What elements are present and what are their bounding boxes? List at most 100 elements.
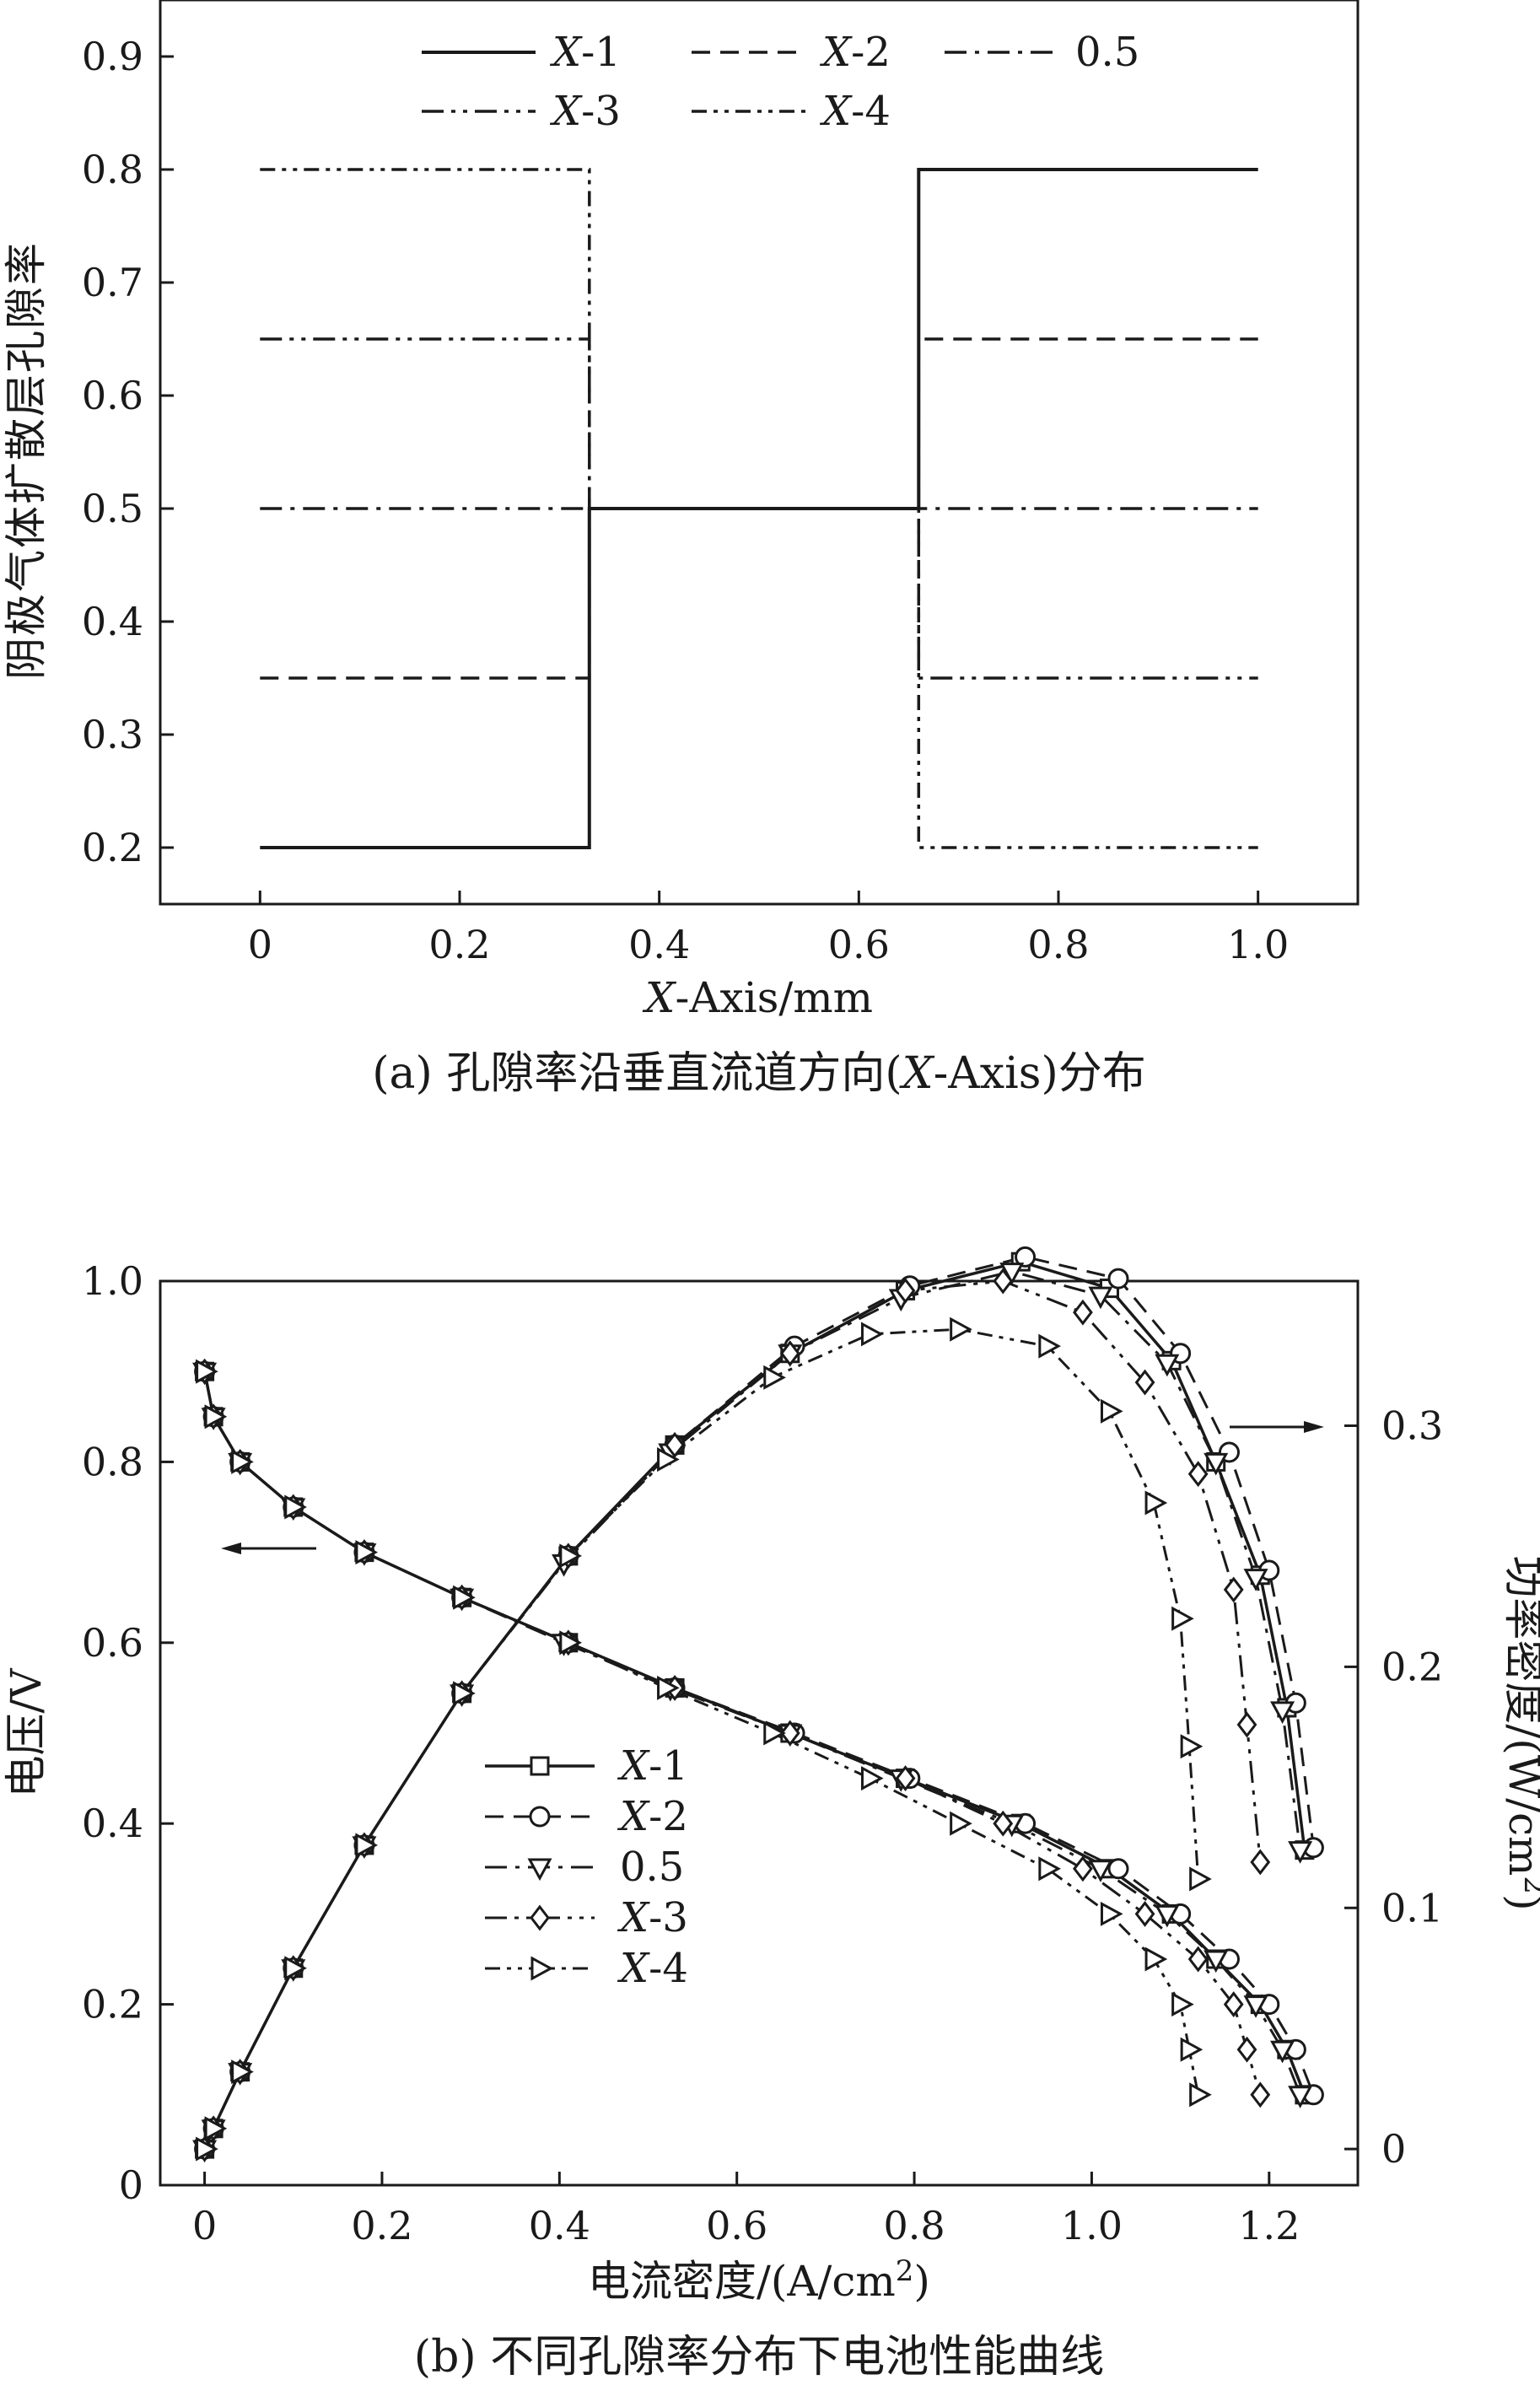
panel-b-voltage-point [1270, 2040, 1295, 2064]
panel-a-y-axis-label: 阴极气体扩散层孔隙率 [2, 241, 51, 680]
panel-a-legend-label: X-2 [819, 29, 891, 76]
panel-a-x-axis-label: X-Axis/mm [642, 973, 873, 1022]
panel-b-x-axis-label: 电流密度/(A/cm2) [588, 2254, 930, 2306]
panel-b-power-point [231, 2059, 254, 2085]
panel-b-power-point [559, 1543, 582, 1569]
panel-b-voltage-point [196, 1359, 218, 1384]
panel-a-x-tick-label: 0.6 [828, 922, 890, 967]
panel-b-y2-tick-label: 0 [1381, 2126, 1406, 2172]
panel-b-power-point [1134, 1369, 1155, 1396]
panel-b-power-point [993, 1268, 1014, 1295]
panel-b-y-tick-label: 1.0 [82, 1258, 143, 1304]
panel-b-power-point [284, 1956, 307, 1981]
panel-b-power-point [1236, 1711, 1257, 1738]
panel-b-y2-axis-label: 功率密度/(W/cm2) [1500, 1555, 1540, 1910]
panel-b-legend-marker [530, 1904, 550, 1931]
panel-a-y-tick-label: 0.2 [82, 825, 143, 870]
panel-b-voltage-point [1155, 1904, 1180, 1928]
panel-b-legend: X-1X-20.5X-3X-4 [485, 1742, 688, 1992]
right-arrow-icon [1230, 1421, 1324, 1433]
panel-a-legend-label: X-4 [819, 88, 891, 135]
panel-b-y2-tick-label: 0.3 [1381, 1403, 1443, 1449]
panel-a-y-tick-label: 0.6 [82, 373, 143, 418]
panel-b-x-tick-label: 0.2 [351, 2203, 412, 2248]
panel-b-power-point [779, 1340, 800, 1367]
panel-a-legend: X-1 X-2 0.5 X-3 X-4 [422, 29, 1139, 135]
panel-b-x-tick-label: 1.2 [1238, 2203, 1300, 2248]
panel-a-caption: (a) 孔隙率沿垂直流道方向(X-Axis)分布 [372, 1048, 1146, 1099]
panel-b-voltage-point [779, 1720, 800, 1747]
panel-b-power-point [763, 1365, 786, 1390]
panel-b-voltage-point [1088, 1860, 1113, 1882]
panel-b-power-point [1100, 1398, 1123, 1424]
panel-b-power-point [1270, 1701, 1295, 1724]
panel-b-power-point [1250, 1849, 1271, 1876]
panel-b-voltage-point [1189, 2082, 1212, 2108]
panel-b-power-point [1223, 1576, 1244, 1603]
panel-b-voltage-point [204, 1404, 228, 1430]
panel-b-voltage-point [1171, 1992, 1194, 2017]
panel-b-power-point [860, 1322, 884, 1347]
panel-b-power-point [1015, 1246, 1037, 1268]
panel-b-voltage-line [203, 1370, 1200, 2096]
panel-b-voltage-point [993, 1810, 1014, 1837]
panel-b-voltage-point [1180, 2037, 1203, 2062]
panel-b-voltage-point [1038, 1856, 1061, 1882]
panel-b-voltage-point [895, 1765, 916, 1792]
panel-b-y2-tick-label: 0.2 [1381, 1644, 1443, 1689]
panel-b-legend-marker [529, 1806, 551, 1828]
panel-b-power-point [1107, 1268, 1129, 1290]
panel-b-voltage-point [453, 1585, 476, 1610]
panel-b-x-tick-label: 0.8 [883, 2203, 945, 2248]
panel-b-legend-marker [527, 1858, 552, 1882]
panel-b-voltage-point [1250, 2081, 1271, 2108]
panel-a-legend-label: X-3 [549, 88, 621, 135]
panel-b-x-tick-label: 0.6 [706, 2203, 767, 2248]
panel-b-power-point [1171, 1606, 1194, 1631]
panel-b-voltage-point [559, 1630, 582, 1656]
panel-b-power-point [1187, 1461, 1209, 1488]
panel-a-legend-label: 0.5 [1075, 29, 1139, 76]
panel-b-voltage-point [1203, 1950, 1229, 1973]
panel-b-voltage-point [1187, 1946, 1209, 1973]
left-arrow-icon [221, 1543, 316, 1554]
panel-b-power-point [665, 1431, 685, 1458]
panel-b-voltage-point [1288, 2086, 1313, 2108]
panel-b-power-point [950, 1316, 972, 1342]
panel-b-y2-tick-label: 0.1 [1381, 1885, 1443, 1930]
panel-b-voltage-point [860, 1766, 884, 1791]
panel-b-legend-label: X-2 [617, 1793, 688, 1840]
panel-b-y-tick-label: 0.4 [82, 1801, 143, 1846]
panel-a-series [260, 168, 1258, 849]
panel-b-power-line [203, 1270, 1302, 2150]
panel-b-voltage-line [202, 1370, 1306, 2096]
panel-a: 0 0.2 0.4 0.6 0.8 1.0 0.2 0.3 0.4 0.5 0.6 0.7 0.8 0.9… [2, 0, 1360, 1099]
panel-b-legend-marker [530, 1756, 550, 1776]
panel-b-plot-frame [159, 1279, 1360, 2187]
panel-a-y-tick-label: 0.4 [82, 599, 143, 644]
panel-b-legend-label: 0.5 [620, 1844, 684, 1891]
panel-b-voltage-point [1144, 1946, 1168, 1972]
panel-a-legend-label: X-1 [549, 29, 621, 76]
panel-b-power-point [1189, 1866, 1212, 1892]
panel-b: 0 0.2 0.4 0.6 0.8 1.0 1.2 0 0.2 0.4 0.6 0.8 1.0 0 0.1 0… [2, 1246, 1540, 2383]
panel-a-plot-frame [159, 0, 1360, 906]
panel-b-ticks: 0 0.2 0.4 0.6 0.8 1.0 1.2 0 0.2 0.4 0.6 0.8 1.0 0 0.1 0… [82, 1258, 1443, 2248]
panel-b-y-tick-label: 0.6 [82, 1620, 143, 1666]
panel-b-y-tick-label: 0.8 [82, 1439, 143, 1484]
panel-b-power-point [1038, 1333, 1061, 1359]
panel-b-legend-label: X-1 [617, 1742, 688, 1790]
panel-b-legend-marker [530, 1956, 554, 1981]
panel-b-power-point [1073, 1299, 1093, 1326]
panel-b-voltage-point [231, 1449, 254, 1474]
panel-b-x-tick-label: 0.4 [529, 2203, 590, 2248]
panel-b-caption: (b) 不同孔隙率分布下电池性能曲线 [414, 2332, 1104, 2383]
panel-b-power-point [657, 1447, 680, 1473]
panel-a-x-tick-label: 0 [248, 922, 272, 967]
panel-b-voltage-line [203, 1370, 1262, 2096]
panel-a-y-tick-label: 0.5 [82, 486, 143, 531]
panel-b-voltage-point [763, 1720, 786, 1746]
panel-b-voltage-point [1100, 1901, 1123, 1926]
panel-b-power-line [202, 1260, 1306, 2150]
